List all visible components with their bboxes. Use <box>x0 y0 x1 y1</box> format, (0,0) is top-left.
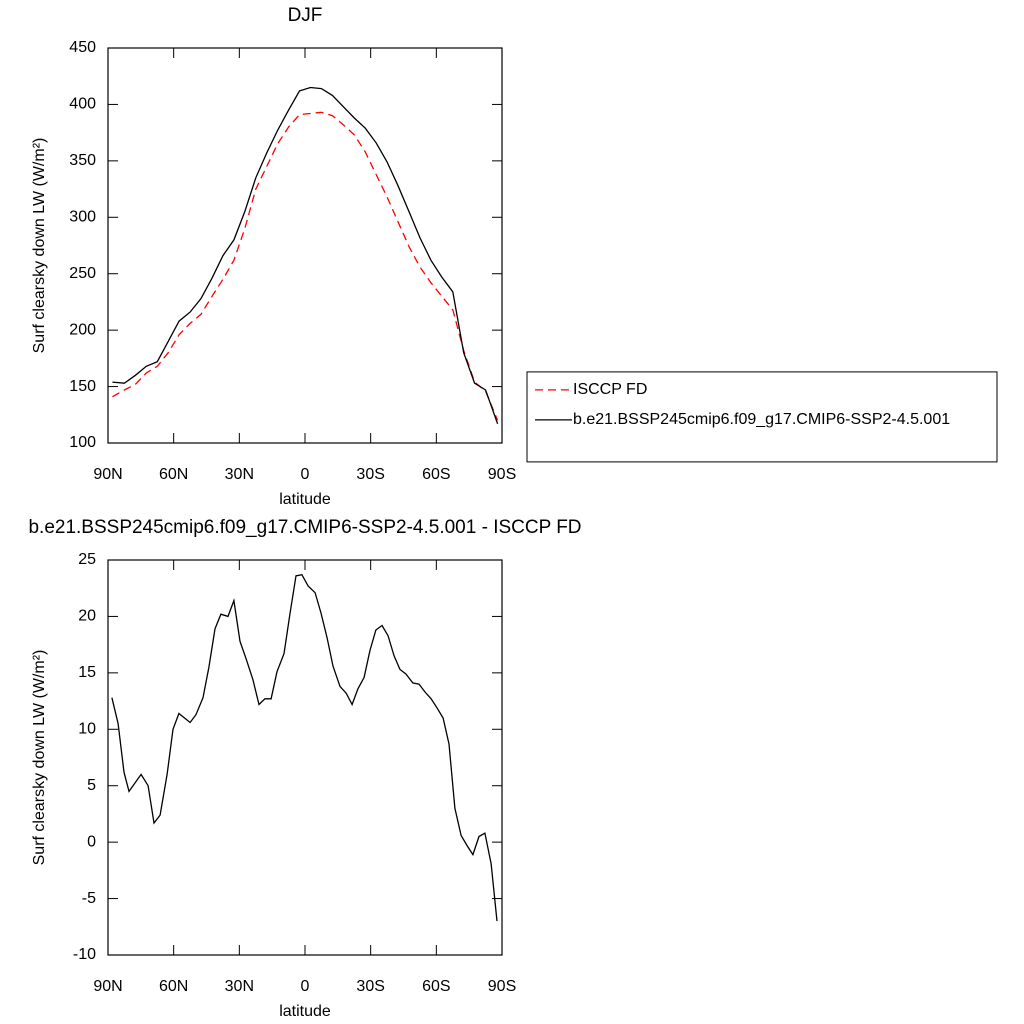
y-tick-label: 5 <box>87 777 96 794</box>
x-axis-label: latitude <box>279 1003 331 1020</box>
x-tick-label: 30S <box>356 978 384 995</box>
chart-title: b.e21.BSSP245cmip6.f09_g17.CMIP6-SSP2-4.… <box>28 517 581 538</box>
series-line <box>112 86 499 425</box>
x-tick-label: 90N <box>93 466 122 483</box>
y-tick-label: 200 <box>69 321 96 338</box>
y-axis-label: Surf clearsky down LW (W/m²) <box>31 650 48 866</box>
x-tick-label: 90S <box>488 978 516 995</box>
y-tick-label: 0 <box>87 833 96 850</box>
plot-frame <box>107 47 503 444</box>
x-tick-label: 30N <box>225 978 254 995</box>
x-tick-label: 90N <box>93 978 122 995</box>
x-tick-label: 60S <box>422 466 450 483</box>
y-axis-label: Surf clearsky down LW (W/m²) <box>31 138 48 354</box>
y-tick-label: 450 <box>69 39 96 56</box>
x-tick-label: 60N <box>159 466 188 483</box>
series-line <box>112 111 499 421</box>
y-tick-label: 25 <box>78 551 96 568</box>
x-tick-label: 60S <box>422 978 450 995</box>
x-tick-label: 30S <box>356 466 384 483</box>
y-tick-label: 400 <box>69 96 96 113</box>
x-tick-label: 60N <box>159 978 188 995</box>
x-axis-label: latitude <box>279 491 331 508</box>
y-tick-label: 100 <box>69 434 96 451</box>
chart-title: DJF <box>288 5 323 26</box>
y-tick-label: 10 <box>78 721 96 738</box>
x-tick-label: 0 <box>301 978 310 995</box>
series-line <box>111 573 498 922</box>
legend-label: ISCCP FD <box>573 381 647 398</box>
x-tick-label: 90S <box>488 466 516 483</box>
x-tick-label: 0 <box>301 466 310 483</box>
plot-frame <box>107 559 503 956</box>
y-tick-label: 150 <box>69 378 96 395</box>
y-tick-label: -5 <box>82 890 96 907</box>
y-tick-label: 250 <box>69 265 96 282</box>
legend-box <box>526 371 998 463</box>
legend-label: b.e21.BSSP245cmip6.f09_g17.CMIP6-SSP2-4.… <box>573 411 950 428</box>
y-tick-label: -10 <box>73 946 96 963</box>
x-tick-label: 30N <box>225 466 254 483</box>
y-tick-label: 20 <box>78 608 96 625</box>
y-tick-label: 15 <box>78 664 96 681</box>
y-tick-label: 350 <box>69 152 96 169</box>
y-tick-label: 300 <box>69 209 96 226</box>
